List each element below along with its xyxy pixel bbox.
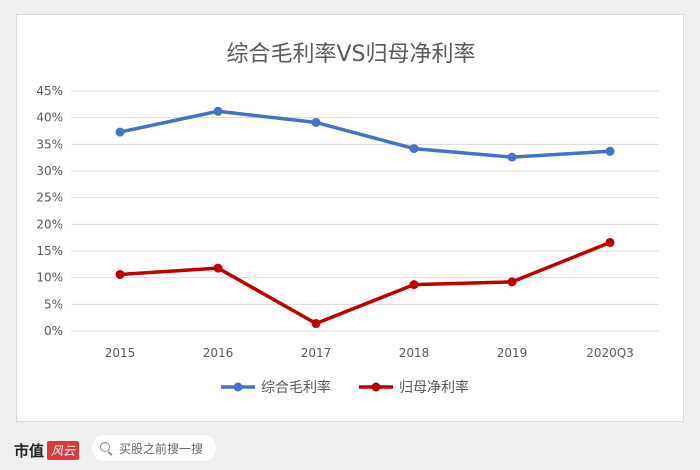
y-tick-label: 10% xyxy=(36,271,63,285)
y-tick-label: 25% xyxy=(36,191,63,205)
x-tick-label: 2020Q3 xyxy=(586,346,634,360)
legend-marker xyxy=(371,382,381,392)
data-point xyxy=(507,277,517,287)
chart-title: 综合毛利率VS归母净利率 xyxy=(226,42,475,67)
search-placeholder: 买股之前搜一搜 xyxy=(119,441,204,456)
legend-label: 归母净利率 xyxy=(399,379,469,396)
brand-name: 市值 xyxy=(14,442,45,460)
grid-lines xyxy=(71,90,659,332)
search-input[interactable]: 买股之前搜一搜 xyxy=(92,435,216,461)
data-point xyxy=(311,117,321,127)
y-tick-label: 40% xyxy=(36,111,63,125)
series-line-1 xyxy=(118,109,612,159)
data-point xyxy=(507,152,517,162)
y-tick-label: 35% xyxy=(36,137,63,151)
y-tick-label: 15% xyxy=(36,244,63,258)
footer-bar: 市值 风云 买股之前搜一搜 xyxy=(0,430,700,470)
data-point xyxy=(605,237,615,247)
brand-logo[interactable]: 市值 风云 xyxy=(14,440,80,461)
data-point xyxy=(409,280,419,290)
y-tick-label: 20% xyxy=(36,217,63,231)
data-point xyxy=(213,263,223,273)
line-chart: 综合毛利率VS归母净利率 0% 5% 10% 15% 20% 25% 30% 35% 40% 45… xyxy=(36,42,659,396)
series-line-2 xyxy=(118,240,612,326)
y-axis-ticks: 0% 5% 10% 15% 20% 25% 30% 35% 40% 45% xyxy=(36,84,63,338)
y-tick-label: 45% xyxy=(36,84,63,98)
legend-label: 综合毛利率 xyxy=(261,379,331,396)
series-lines xyxy=(115,106,615,329)
legend: 综合毛利率 归母净利率 xyxy=(221,379,469,396)
data-point xyxy=(115,269,125,279)
chart-card: 综合毛利率VS归母净利率 0% 5% 10% 15% 20% 25% 30% 35% 40% 45… xyxy=(16,14,684,422)
x-tick-label: 2018 xyxy=(399,346,430,360)
x-tick-label: 2015 xyxy=(105,346,136,360)
x-tick-label: 2017 xyxy=(301,346,332,360)
search-icon xyxy=(100,441,113,455)
data-point xyxy=(311,319,321,329)
y-tick-label: 0% xyxy=(44,324,63,338)
x-tick-label: 2016 xyxy=(203,346,234,360)
y-tick-label: 30% xyxy=(36,164,63,178)
brand-logo-badge: 风云 xyxy=(47,441,80,460)
legend-marker xyxy=(233,382,243,392)
data-point xyxy=(115,127,125,137)
data-point xyxy=(605,146,615,156)
y-tick-label: 5% xyxy=(44,297,63,311)
data-point xyxy=(409,144,419,154)
x-tick-label: 2019 xyxy=(497,346,528,360)
data-point xyxy=(213,106,223,116)
x-axis-ticks: 2015 2016 2017 2018 2019 2020Q3 xyxy=(105,346,634,360)
